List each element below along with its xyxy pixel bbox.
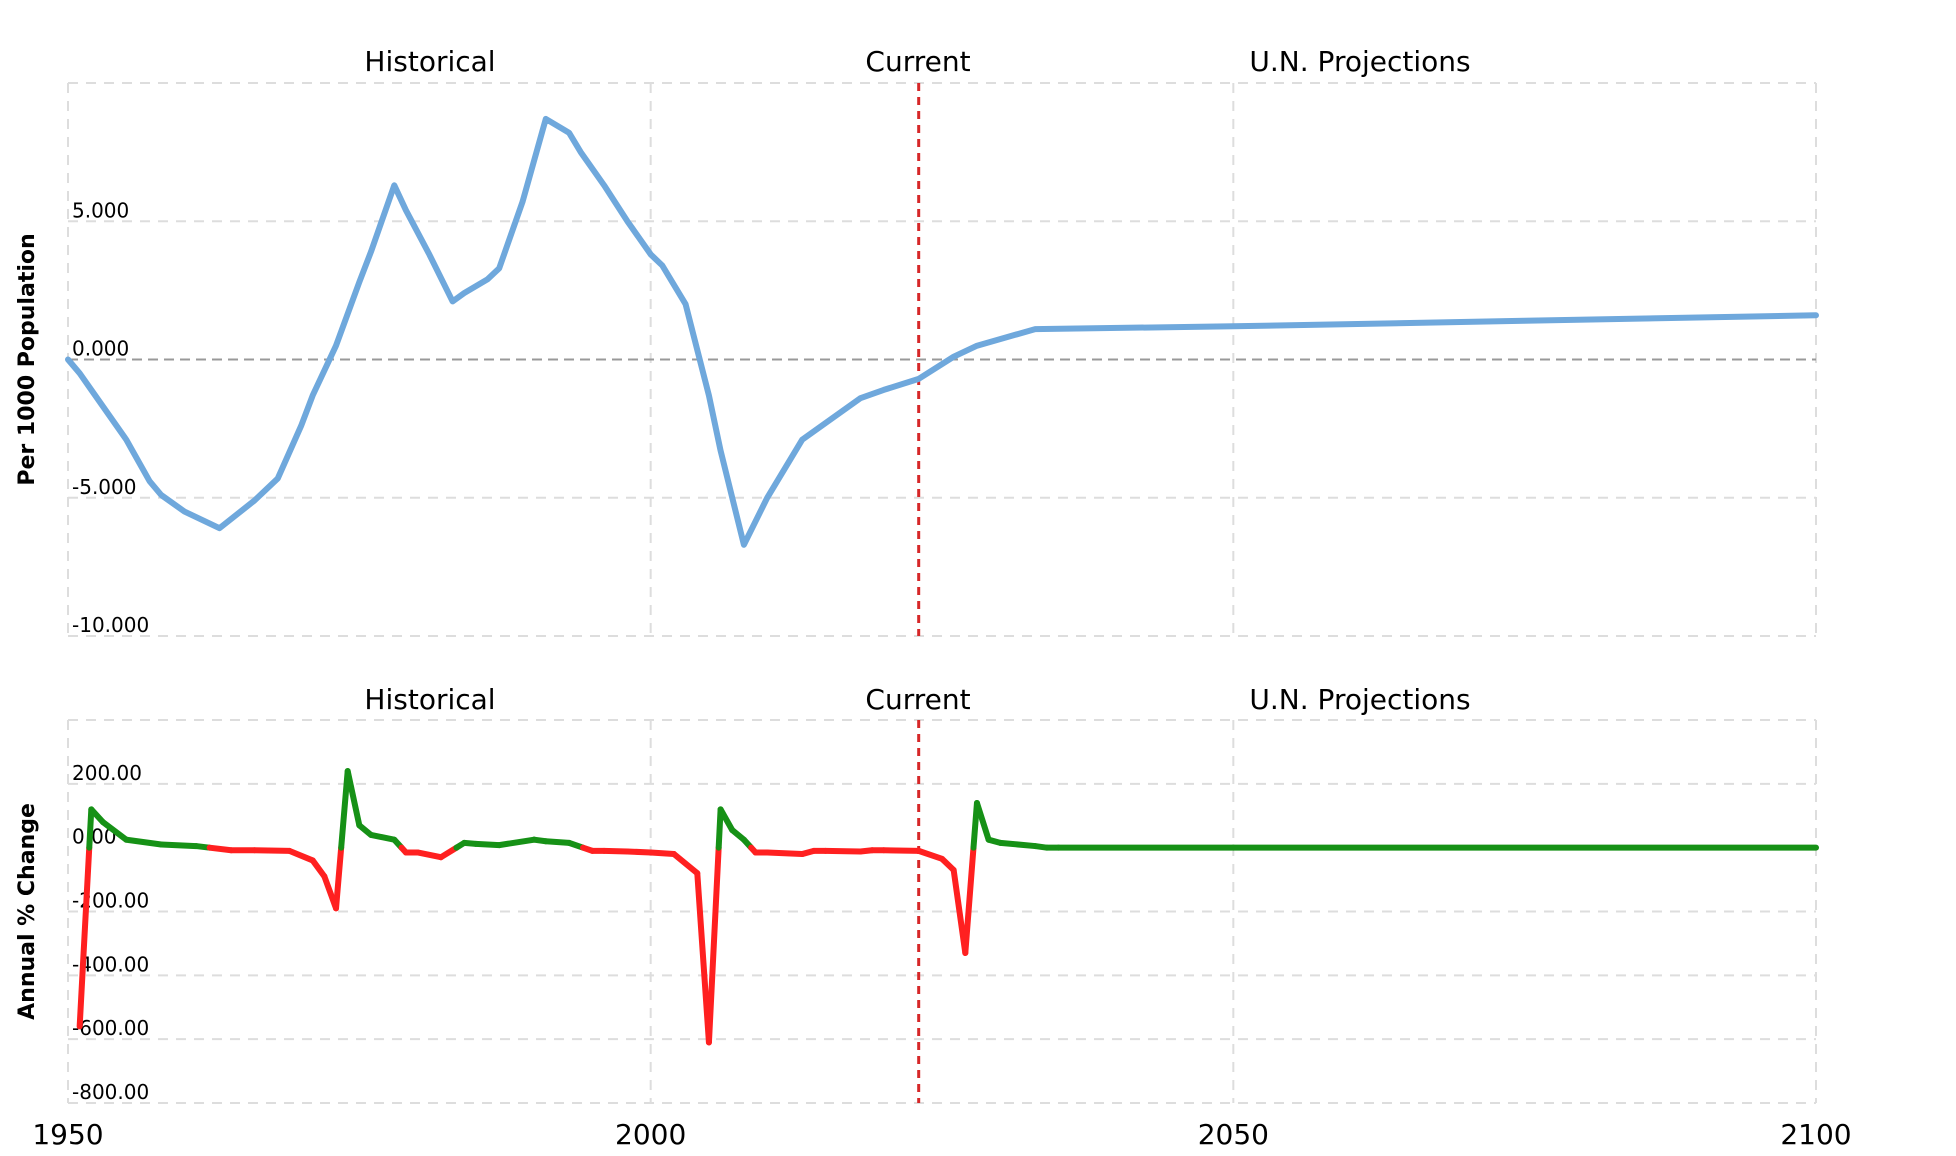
y-axis-title: Annual % Change [15,803,40,1020]
series-segment-positive [997,839,1039,850]
series-segment-negative [764,849,806,858]
series-segment-negative [251,847,293,854]
series-segment-negative [705,844,722,1046]
series-segment-negative [286,847,316,864]
series-segment-negative [915,847,945,862]
x-tick-label: 2000 [615,1118,686,1151]
y-tick-label: 0.000 [72,337,129,361]
series-segment-positive [496,836,538,849]
series-segment-negative [601,847,631,855]
y-tick-label: -5.000 [72,475,136,499]
period-label: Historical [364,45,495,78]
y-tick-label: -10.000 [72,613,149,637]
series-segment-negative [414,849,444,861]
period-label: Current [865,45,970,78]
series-line-net-migration [65,115,1819,548]
series-segment-negative [670,851,701,877]
series-segment-negative [309,857,328,880]
series-segment-negative [880,847,922,854]
series-segment-positive [123,836,165,848]
series-segment-positive [717,806,736,834]
x-tick-label: 1950 [32,1118,103,1151]
series-segment-negative [437,844,460,861]
series-segment-positive [472,840,503,849]
series-segment-positive [86,806,95,851]
series-segment-negative [822,847,864,855]
y-tick-label: 200.00 [72,761,142,785]
series-segment-positive [338,768,351,851]
series-segment-negative [950,867,969,956]
series-segment-positive [367,831,398,843]
series-segment-positive [158,841,200,850]
series-segment-positive [344,768,363,829]
series-segment-positive [715,806,724,851]
period-label: Historical [364,683,495,716]
period-label: Current [865,683,970,716]
series-segment-positive [542,838,573,846]
series-segment-negative [647,849,677,858]
x-tick-label: 2050 [1198,1118,1269,1151]
y-tick-label: 5.000 [72,198,129,222]
series-segment-negative [962,844,977,956]
series-segment-negative [694,870,712,1046]
period-label: U.N. Projections [1249,45,1470,78]
x-tick-label: 2100 [1780,1118,1851,1151]
series-segment-negative [333,844,345,912]
y-tick-label: -600.00 [72,1016,149,1040]
series-segment-negative [206,844,235,854]
y-tick-label: -800.00 [72,1080,149,1104]
series-segment-positive [99,819,130,843]
series-segment-negative [624,848,654,856]
y-axis-title: Per 1000 Population [15,233,40,485]
series-segment-positive [973,799,992,843]
series-segment-negative [76,844,93,1030]
period-label: U.N. Projections [1249,683,1470,716]
